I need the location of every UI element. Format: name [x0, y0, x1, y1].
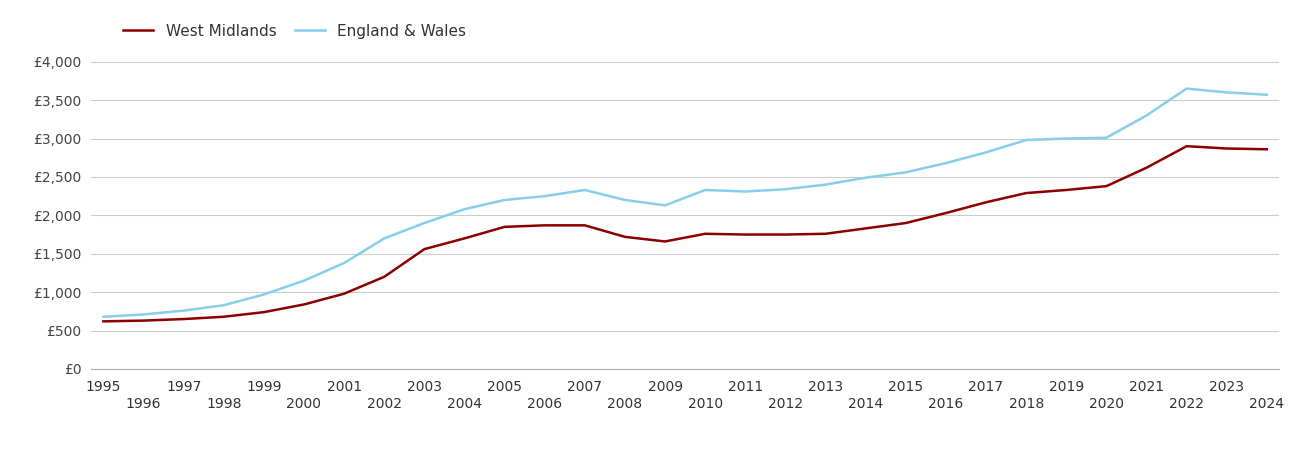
England & Wales: [376, 236, 392, 241]
West Midlands: [95, 319, 111, 324]
West Midlands: [938, 210, 954, 216]
Text: 2006: 2006: [527, 397, 562, 411]
England & Wales: [658, 202, 673, 208]
Text: 2019: 2019: [1049, 380, 1084, 394]
England & Wales: [1018, 137, 1034, 143]
Text: 2022: 2022: [1169, 397, 1205, 411]
England & Wales: [979, 150, 994, 155]
England & Wales: [95, 314, 111, 319]
West Midlands: [1219, 146, 1235, 151]
Text: 2016: 2016: [928, 397, 963, 411]
England & Wales: [256, 292, 271, 297]
Text: 2008: 2008: [607, 397, 642, 411]
Text: 1997: 1997: [166, 380, 201, 394]
Text: 2001: 2001: [326, 380, 361, 394]
West Midlands: [1058, 187, 1074, 193]
England & Wales: [215, 302, 231, 308]
Line: England & Wales: England & Wales: [103, 89, 1267, 317]
West Midlands: [857, 226, 873, 231]
England & Wales: [136, 312, 151, 317]
Text: 2000: 2000: [287, 397, 321, 411]
West Midlands: [1018, 190, 1034, 196]
Text: 1995: 1995: [86, 380, 121, 394]
Text: 2021: 2021: [1129, 380, 1164, 394]
Text: 2017: 2017: [968, 380, 1004, 394]
England & Wales: [1259, 92, 1275, 97]
England & Wales: [536, 194, 552, 199]
England & Wales: [1219, 90, 1235, 95]
West Midlands: [416, 247, 432, 252]
West Midlands: [979, 200, 994, 205]
West Midlands: [337, 291, 352, 297]
Text: 2015: 2015: [889, 380, 924, 394]
England & Wales: [697, 187, 713, 193]
England & Wales: [416, 220, 432, 226]
West Midlands: [376, 274, 392, 279]
Text: 2002: 2002: [367, 397, 402, 411]
England & Wales: [337, 260, 352, 265]
England & Wales: [1058, 136, 1074, 141]
West Midlands: [176, 316, 192, 322]
Text: 1999: 1999: [247, 380, 282, 394]
England & Wales: [1178, 86, 1194, 91]
Text: 1996: 1996: [125, 397, 162, 411]
England & Wales: [296, 278, 312, 284]
Text: 2010: 2010: [688, 397, 723, 411]
Text: 2009: 2009: [647, 380, 683, 394]
England & Wales: [497, 197, 513, 202]
West Midlands: [818, 231, 834, 237]
Text: 2007: 2007: [568, 380, 603, 394]
England & Wales: [457, 207, 472, 212]
England & Wales: [778, 186, 793, 192]
Text: 2023: 2023: [1210, 380, 1244, 394]
West Midlands: [536, 223, 552, 228]
England & Wales: [737, 189, 753, 194]
Text: 2012: 2012: [767, 397, 803, 411]
West Midlands: [296, 302, 312, 307]
West Midlands: [737, 232, 753, 237]
Text: 2003: 2003: [407, 380, 442, 394]
England & Wales: [898, 170, 913, 175]
West Midlands: [617, 234, 633, 239]
West Midlands: [577, 223, 592, 228]
England & Wales: [617, 197, 633, 202]
Legend: West Midlands, England & Wales: West Midlands, England & Wales: [123, 24, 466, 39]
Text: 1998: 1998: [206, 397, 241, 411]
Text: 2014: 2014: [848, 397, 883, 411]
England & Wales: [577, 187, 592, 193]
Text: 2011: 2011: [728, 380, 763, 394]
West Midlands: [1139, 165, 1155, 171]
Text: 2005: 2005: [487, 380, 522, 394]
England & Wales: [857, 175, 873, 180]
England & Wales: [1139, 113, 1155, 118]
West Midlands: [658, 239, 673, 244]
Text: 2013: 2013: [808, 380, 843, 394]
West Midlands: [215, 314, 231, 319]
West Midlands: [1178, 144, 1194, 149]
West Midlands: [256, 310, 271, 315]
England & Wales: [818, 182, 834, 187]
Line: West Midlands: West Midlands: [103, 146, 1267, 321]
Text: 2018: 2018: [1009, 397, 1044, 411]
West Midlands: [497, 224, 513, 230]
West Midlands: [778, 232, 793, 237]
West Midlands: [1259, 147, 1275, 152]
England & Wales: [1099, 135, 1114, 140]
West Midlands: [136, 318, 151, 323]
Text: 2004: 2004: [448, 397, 482, 411]
England & Wales: [938, 160, 954, 166]
West Midlands: [898, 220, 913, 226]
Text: 2024: 2024: [1249, 397, 1284, 411]
West Midlands: [457, 236, 472, 241]
West Midlands: [1099, 184, 1114, 189]
West Midlands: [697, 231, 713, 237]
Text: 2020: 2020: [1088, 397, 1124, 411]
England & Wales: [176, 308, 192, 313]
